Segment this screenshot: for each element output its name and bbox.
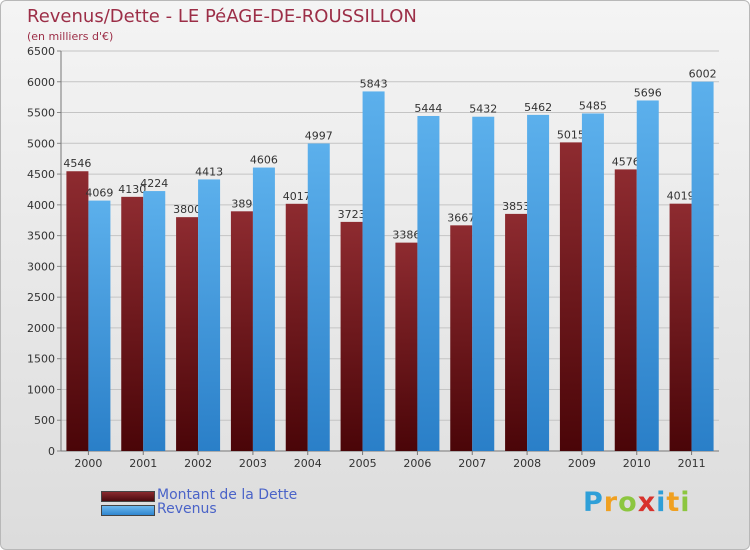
y-tick-label: 1500 [27, 353, 55, 366]
plot-area [61, 51, 719, 451]
bar-revenus [362, 91, 385, 451]
y-tick-label: 5500 [27, 107, 55, 120]
data-label-dette: 4017 [283, 190, 311, 203]
data-label-revenus: 4069 [85, 187, 113, 200]
data-label-dette: 389 [231, 197, 252, 210]
bar-dette [395, 242, 418, 451]
y-tick-label: 0 [48, 445, 55, 458]
bar-revenus [252, 167, 275, 452]
y-tick-label: 3000 [27, 260, 55, 273]
data-label-dette: 5015 [557, 128, 585, 141]
legend-label-dette: Montant de la Dette [157, 487, 298, 503]
logo-letter: i [656, 487, 667, 518]
data-label-dette: 4576 [612, 155, 640, 168]
bar-dette [230, 211, 253, 451]
data-label-revenus: 4997 [305, 129, 333, 142]
data-label-dette: 3667 [447, 211, 475, 224]
bar-dette [340, 221, 363, 451]
y-tick-label: 4000 [27, 199, 55, 212]
legend-label-revenus: Revenus [157, 501, 217, 517]
x-tick-label: 2004 [294, 457, 322, 470]
y-tick-label: 5000 [27, 137, 55, 150]
y-tick-label: 3500 [27, 230, 55, 243]
legend-swatch-revenus [101, 505, 155, 516]
y-tick-label: 500 [34, 414, 55, 427]
logo-letter: o [618, 487, 638, 518]
bar-revenus [472, 116, 495, 451]
data-label-dette: 4019 [667, 190, 695, 203]
data-label-revenus: 4413 [195, 165, 223, 178]
bar-dette [505, 213, 528, 451]
y-tick-label: 2500 [27, 291, 55, 304]
data-label-revenus: 5432 [469, 103, 497, 116]
bar-dette [66, 171, 89, 451]
x-tick-label: 2011 [678, 457, 706, 470]
data-label-revenus: 4224 [140, 177, 168, 190]
logo-letter: x [637, 487, 657, 518]
chart-title: Revenus/Dette - LE PéAGE-DE-ROUSSILLON [27, 6, 417, 27]
proxiti-logo: Proxiti [583, 487, 691, 518]
bar-dette [559, 142, 582, 451]
data-label-revenus: 5485 [579, 99, 607, 112]
x-tick-label: 2005 [349, 457, 377, 470]
x-tick-label: 2009 [568, 457, 596, 470]
bar-revenus [527, 114, 550, 451]
data-label-revenus: 5444 [414, 102, 442, 115]
data-label-dette: 3800 [173, 203, 201, 216]
data-label-dette: 3853 [502, 200, 530, 213]
x-tick-label: 2003 [239, 457, 267, 470]
data-label-dette: 4130 [118, 183, 146, 196]
bar-dette [285, 203, 308, 451]
data-label-revenus: 4606 [250, 154, 278, 167]
x-tick-label: 2006 [403, 457, 431, 470]
logo-letter: i [680, 487, 691, 518]
x-tick-label: 2000 [74, 457, 102, 470]
bar-revenus [581, 113, 604, 451]
bar-revenus [307, 143, 330, 451]
x-tick-label: 2001 [129, 457, 157, 470]
bar-dette [176, 217, 199, 451]
x-tick-label: 2008 [513, 457, 541, 470]
y-tick-label: 6000 [27, 76, 55, 89]
logo-letter: P [583, 487, 604, 518]
bar-revenus [417, 115, 440, 451]
legend-swatch-dette [101, 491, 155, 502]
x-tick-label: 2002 [184, 457, 212, 470]
bar-revenus [143, 191, 166, 452]
y-tick-label: 4500 [27, 168, 55, 181]
chart-subtitle: (en milliers d'€) [27, 30, 114, 43]
bar-dette [669, 203, 692, 451]
bar-dette [121, 196, 144, 451]
y-tick-label: 1000 [27, 383, 55, 396]
data-label-dette: 3723 [338, 208, 366, 221]
data-label-revenus: 5696 [634, 86, 662, 99]
data-label-dette: 4546 [63, 157, 91, 170]
x-tick-label: 2010 [623, 457, 651, 470]
bar-revenus [198, 179, 221, 451]
logo-letter: r [603, 487, 619, 518]
bar-revenus [691, 81, 714, 452]
bar-revenus [636, 100, 659, 451]
y-tick-label: 6500 [27, 45, 55, 58]
bar-revenus [88, 200, 111, 451]
data-label-revenus: 5462 [524, 101, 552, 114]
data-label-revenus: 5843 [360, 77, 388, 90]
bar-dette [614, 169, 637, 451]
y-tick-label: 2000 [27, 322, 55, 335]
data-label-dette: 3386 [392, 229, 420, 242]
bar-dette [450, 225, 473, 451]
logo-letter: t [666, 487, 681, 518]
x-tick-label: 2007 [458, 457, 486, 470]
data-label-revenus: 6002 [689, 68, 717, 81]
